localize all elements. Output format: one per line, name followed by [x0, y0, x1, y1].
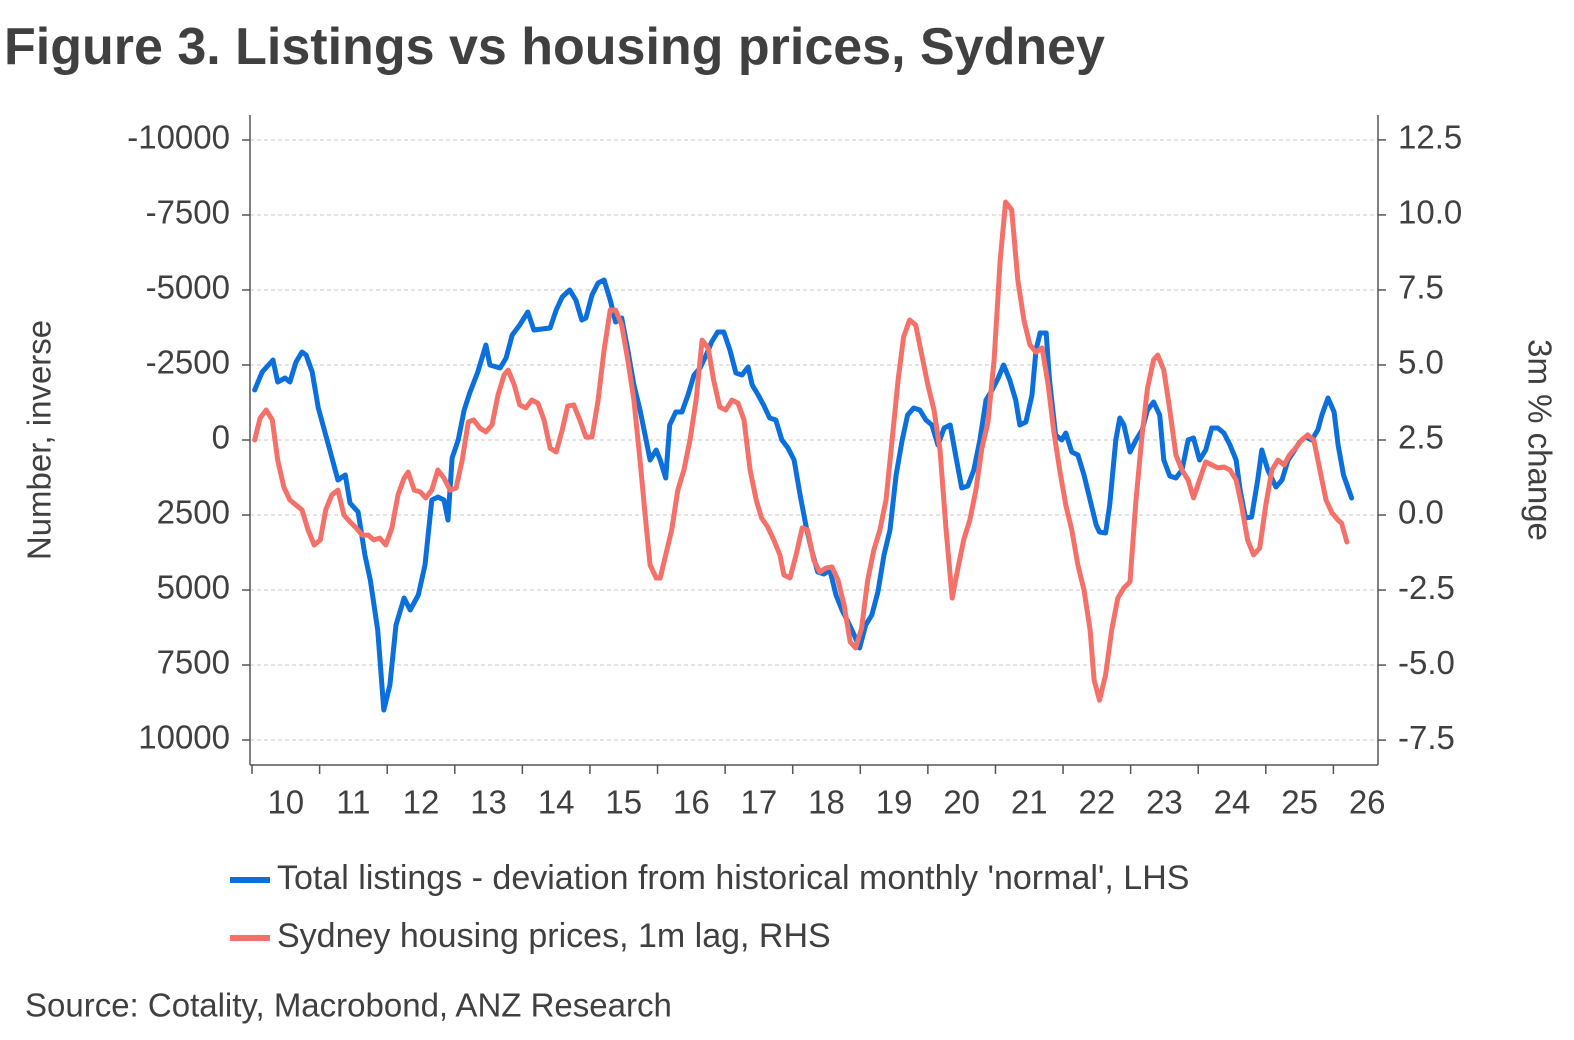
- y-tick-label: 7500: [157, 644, 230, 681]
- data-line: [252, 277, 1355, 713]
- x-tick-label: 10: [267, 784, 304, 821]
- x-tick-label: 21: [1011, 784, 1048, 821]
- legend-label: Sydney housing prices, 1m lag, RHS: [277, 917, 831, 955]
- y2-tick-label: 0.0: [1398, 494, 1444, 531]
- x-tick-label: 11: [336, 784, 370, 821]
- legend-label: Total listings - deviation from historic…: [277, 859, 1189, 897]
- y2-tick-label: 5.0: [1398, 344, 1444, 381]
- y-tick-label: -2500: [146, 344, 230, 381]
- y2-tick-label: 10.0: [1398, 194, 1462, 231]
- y-tick-label: -5000: [146, 269, 230, 306]
- x-tick-label: 26: [1349, 784, 1386, 821]
- x-tick-label: 22: [1078, 784, 1115, 821]
- y2-tick-label: -2.5: [1398, 569, 1455, 606]
- y-axis-title: Number, inverse: [21, 320, 58, 560]
- y-tick-label: -7500: [146, 194, 230, 231]
- y-tick-label: 2500: [157, 494, 230, 531]
- x-tick-label: 17: [741, 784, 778, 821]
- source-note: Source: Cotality, Macrobond, ANZ Researc…: [25, 987, 672, 1024]
- x-tick-label: 13: [470, 784, 507, 821]
- y2-tick-label: 2.5: [1398, 419, 1444, 456]
- y2-tick-label: -7.5: [1398, 719, 1455, 756]
- y-tick-label: -10000: [127, 119, 230, 156]
- x-tick-label: 24: [1214, 784, 1251, 821]
- y2-tick-label: 12.5: [1398, 119, 1462, 156]
- x-tick-label: 25: [1281, 784, 1318, 821]
- x-tick-label: 14: [538, 784, 575, 821]
- x-tick-label: 20: [943, 784, 980, 821]
- x-tick-label: 23: [1146, 784, 1183, 821]
- y2-tick-label: 7.5: [1398, 269, 1444, 306]
- x-tick-label: 19: [876, 784, 913, 821]
- x-tick-label: 16: [673, 784, 710, 821]
- x-tick-label: 15: [605, 784, 642, 821]
- chart-title: Figure 3. Listings vs housing prices, Sy…: [4, 18, 1105, 76]
- y2-tick-label: -5.0: [1398, 644, 1455, 681]
- y-tick-label: 10000: [138, 719, 230, 756]
- x-tick-label: 12: [403, 784, 440, 821]
- y2-axis-title: 3m % change: [1521, 339, 1558, 541]
- x-tick-label: 18: [808, 784, 845, 821]
- data-line: [252, 199, 1350, 703]
- y-tick-label: 5000: [157, 569, 230, 606]
- y-tick-label: 0: [212, 419, 230, 456]
